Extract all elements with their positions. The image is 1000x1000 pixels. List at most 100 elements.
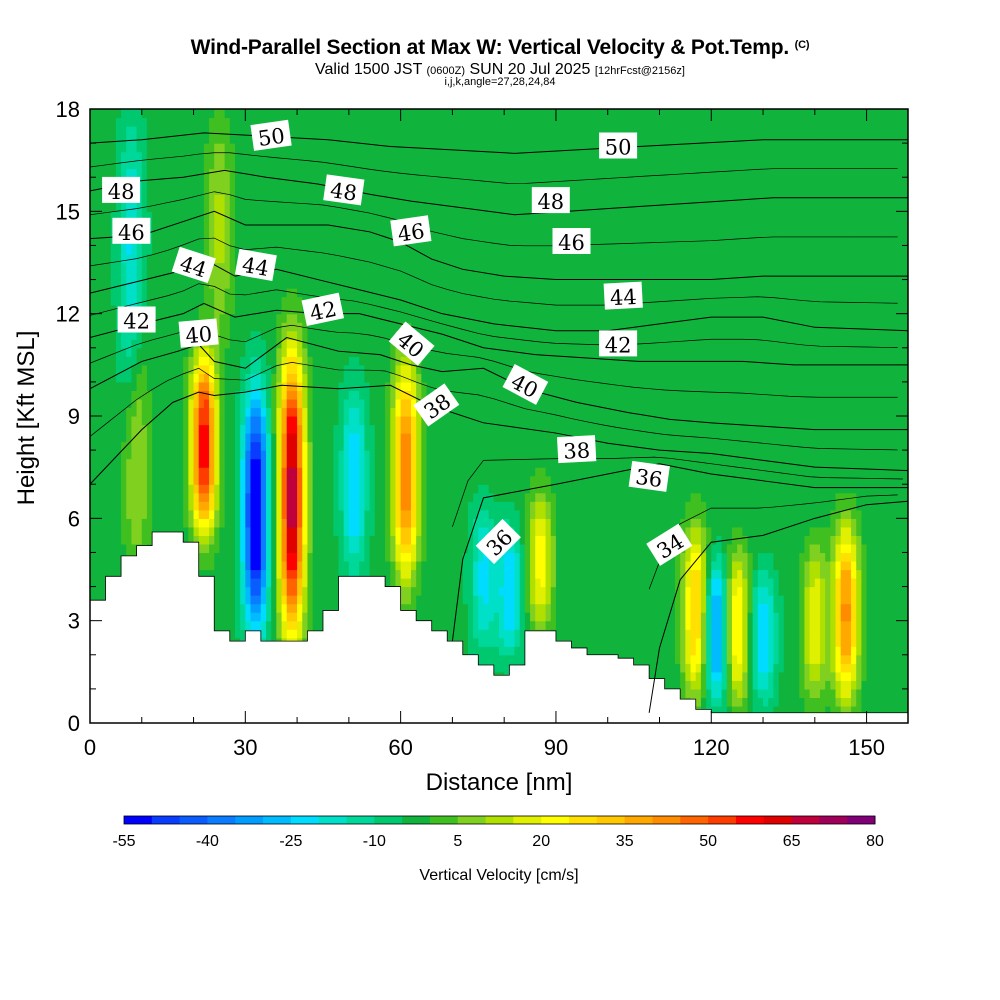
velocity-cell [172, 433, 179, 443]
velocity-cell [255, 458, 262, 468]
velocity-cell [312, 151, 319, 161]
velocity-cell [157, 356, 164, 366]
velocity-cell [141, 347, 148, 357]
velocity-cell [105, 219, 112, 229]
velocity-cell [95, 211, 101, 221]
velocity-cell [250, 501, 257, 511]
velocity-cell [374, 151, 381, 161]
velocity-cell [105, 390, 112, 400]
velocity-cell [374, 219, 381, 229]
velocity-cell [198, 109, 205, 119]
velocity-cell [167, 271, 174, 281]
velocity-cell [100, 560, 107, 571]
velocity-cell [229, 560, 236, 571]
velocity-cell [90, 458, 96, 468]
velocity-cell [95, 492, 101, 502]
velocity-cell [110, 535, 117, 545]
velocity-cell [178, 416, 184, 426]
velocity-cell [442, 347, 448, 357]
velocity-cell [183, 535, 189, 545]
velocity-cell [240, 526, 246, 536]
velocity-cell [286, 202, 293, 212]
velocity-cell [229, 279, 236, 289]
velocity-cell [95, 501, 101, 511]
velocity-cell [379, 390, 386, 400]
velocity-cell [229, 390, 236, 400]
velocity-cell [426, 509, 433, 519]
velocity-cell [240, 569, 246, 579]
velocity-cell [421, 492, 428, 502]
velocity-cell [245, 313, 252, 323]
velocity-cell [333, 501, 340, 511]
velocity-cell [110, 509, 117, 519]
velocity-cell [307, 433, 314, 443]
velocity-cell [395, 177, 402, 187]
velocity-cell [431, 381, 438, 392]
velocity-cell [436, 219, 443, 229]
velocity-cell [442, 543, 448, 554]
velocity-cell [224, 117, 231, 127]
velocity-cell [390, 509, 397, 519]
velocity-cell [400, 211, 407, 221]
velocity-cell [141, 467, 148, 477]
velocity-cell [302, 441, 309, 451]
velocity-cell [255, 424, 262, 434]
velocity-cell [90, 253, 96, 264]
velocity-cell [426, 160, 433, 170]
velocity-cell [95, 339, 101, 349]
velocity-cell [312, 109, 319, 119]
velocity-cell [426, 492, 433, 502]
velocity-cell [266, 202, 272, 212]
velocity-cell [426, 151, 433, 161]
velocity-cell [390, 271, 397, 281]
velocity-cell [234, 501, 241, 511]
velocity-cell [167, 177, 174, 187]
velocity-cell [240, 475, 246, 485]
velocity-cell [369, 339, 376, 349]
velocity-cell [224, 253, 231, 264]
velocity-cell [172, 279, 179, 289]
velocity-cell [297, 347, 303, 357]
velocity-cell [281, 288, 288, 298]
velocity-cell [126, 364, 133, 374]
velocity-cell [203, 398, 210, 409]
velocity-cell [297, 185, 303, 195]
velocity-cell [250, 543, 257, 554]
velocity-cell [436, 364, 443, 374]
velocity-cell [229, 373, 236, 383]
velocity-cell [395, 134, 402, 144]
velocity-cell [359, 518, 365, 528]
velocity-cell [198, 236, 205, 247]
velocity-cell [219, 381, 226, 392]
velocity-cell [266, 296, 272, 306]
velocity-cell [229, 330, 236, 340]
velocity-cell [390, 194, 397, 204]
velocity-cell [442, 364, 448, 374]
velocity-cell [405, 253, 412, 264]
velocity-cell [348, 450, 355, 460]
velocity-cell [240, 595, 246, 605]
velocity-cell [271, 271, 277, 281]
velocity-cell [328, 381, 334, 392]
velocity-cell [369, 535, 376, 545]
velocity-cell [250, 416, 257, 426]
velocity-cell [178, 305, 184, 315]
velocity-cell [250, 603, 257, 613]
velocity-cell [224, 450, 231, 460]
velocity-cell [343, 484, 350, 494]
velocity-cell [286, 450, 293, 460]
velocity-cell [146, 441, 153, 451]
velocity-cell [240, 416, 246, 426]
velocity-cell [203, 560, 210, 571]
velocity-cell [431, 347, 438, 357]
velocity-cell [302, 330, 309, 340]
velocity-cell [416, 322, 422, 332]
velocity-cell [95, 288, 101, 298]
velocity-cell [105, 356, 112, 366]
velocity-cell [385, 518, 391, 528]
velocity-cell [266, 356, 272, 366]
velocity-cell [374, 202, 381, 212]
velocity-cell [266, 518, 272, 528]
velocity-cell [436, 313, 443, 323]
velocity-cell [219, 441, 226, 451]
